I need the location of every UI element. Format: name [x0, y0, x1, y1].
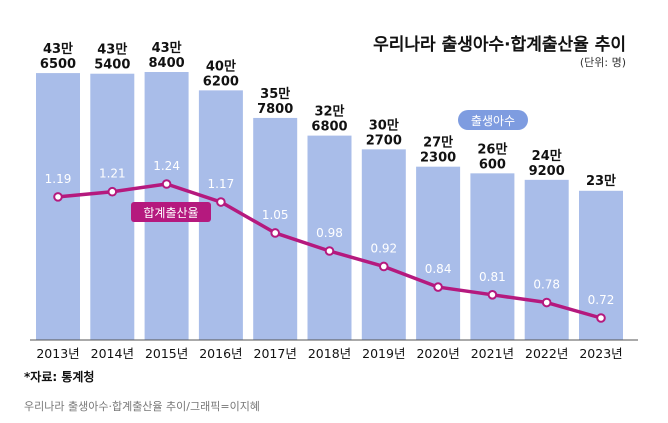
x-tick-2022년: 2022년 — [525, 346, 568, 361]
bar-label-rest-3: 6200 — [203, 74, 239, 89]
bar-label-rest-0: 6500 — [40, 57, 76, 72]
callout-births-bg — [458, 110, 528, 130]
bar-label-rest-9: 9200 — [529, 164, 565, 179]
rate-point-5 — [324, 246, 335, 256]
rate-label-4: 1.05 — [262, 208, 289, 222]
source-note: *자료: 통계청 — [24, 370, 95, 384]
rate-point-0 — [53, 192, 63, 202]
bar-2019년 — [361, 149, 406, 340]
bar-2021년 — [470, 173, 515, 340]
bar-2020년 — [416, 166, 461, 340]
rate-label-2: 1.24 — [153, 159, 180, 173]
bar-label-man-2: 43만 — [152, 40, 182, 56]
graphic-credit: 우리나라 출생아수·합계출산율 추이/그래픽=이지혜 — [24, 400, 260, 413]
rate-line-group — [53, 179, 606, 323]
bar-2014년 — [90, 73, 135, 341]
bar-label-man-10: 23만 — [586, 173, 616, 189]
bar-label-man-9: 24만 — [532, 148, 562, 164]
rate-point-6 — [379, 261, 389, 272]
bar-label-man-7: 27만 — [423, 135, 453, 151]
bar-label-rest-4: 7800 — [257, 102, 293, 117]
callout-rate-bg — [131, 202, 211, 222]
bar-2022년 — [524, 179, 569, 340]
rate-point-4 — [270, 228, 281, 238]
x-tick-2023년: 2023년 — [579, 346, 622, 361]
bar-label-man-3: 40만 — [206, 58, 236, 74]
x-tick-group: 2013년 2014년 2015년 2016년 2017년 2018년 2019년 2020년… — [36, 346, 622, 361]
rate-label-3: 1.17 — [208, 177, 235, 191]
bar-label-man-5: 32만 — [314, 104, 344, 120]
rate-label-9: 0.78 — [533, 278, 560, 292]
rate-label-0: 1.19 — [45, 172, 72, 186]
x-tick-2017년: 2017년 — [254, 346, 297, 361]
callout-rate: 합계출산율 — [143, 206, 198, 220]
bar-label-man-0: 43만 — [43, 41, 73, 57]
chart-title: 우리나라 출생아수·합계출산율 추이 — [373, 35, 626, 55]
bar-2018년 — [307, 135, 352, 340]
rate-label-8: 0.81 — [479, 270, 506, 284]
rate-point-10 — [596, 313, 606, 323]
bar-label-rest-5: 6800 — [311, 120, 347, 135]
rate-label-5: 0.98 — [316, 226, 343, 240]
bar-label-man-6: 30만 — [369, 117, 399, 133]
bar-2013년 — [36, 73, 80, 340]
bar-label-man-1: 43만 — [97, 42, 127, 58]
rate-point-9 — [541, 297, 552, 308]
unit-label: (단위: 명) — [579, 56, 626, 69]
x-tick-2021년: 2021년 — [471, 346, 514, 361]
bar-label-rest-7: 2300 — [420, 151, 456, 166]
x-tick-2014년: 2014년 — [91, 346, 134, 361]
rate-point-1 — [107, 186, 118, 197]
bar-label-rest-6: 2700 — [366, 133, 402, 148]
bar-label-rest-8: 600 — [479, 157, 506, 172]
x-tick-2019년: 2019년 — [362, 346, 405, 361]
bar-label-rest-2: 8400 — [149, 56, 185, 71]
x-tick-2018년: 2018년 — [308, 346, 351, 361]
rate-point-7 — [433, 282, 443, 292]
x-tick-2016년: 2016년 — [199, 346, 242, 361]
rate-point-8 — [487, 290, 498, 300]
rate-point-2 — [161, 179, 172, 189]
rate-label-10: 0.72 — [588, 293, 615, 307]
rate-label-6: 0.92 — [370, 241, 397, 255]
rate-label-7: 0.84 — [425, 262, 452, 276]
rate-label-1: 1.21 — [99, 167, 126, 181]
bar-label-man-8: 26만 — [477, 141, 507, 157]
x-tick-2020년: 2020년 — [416, 346, 459, 361]
bar-label-man-4: 35만 — [260, 86, 290, 102]
rate-point-3 — [216, 197, 226, 207]
callout-births: 출생아수 — [471, 114, 515, 128]
x-tick-2013년: 2013년 — [36, 346, 79, 361]
x-tick-2015년: 2015년 — [145, 346, 188, 361]
bar-label-rest-1: 5400 — [94, 58, 130, 73]
